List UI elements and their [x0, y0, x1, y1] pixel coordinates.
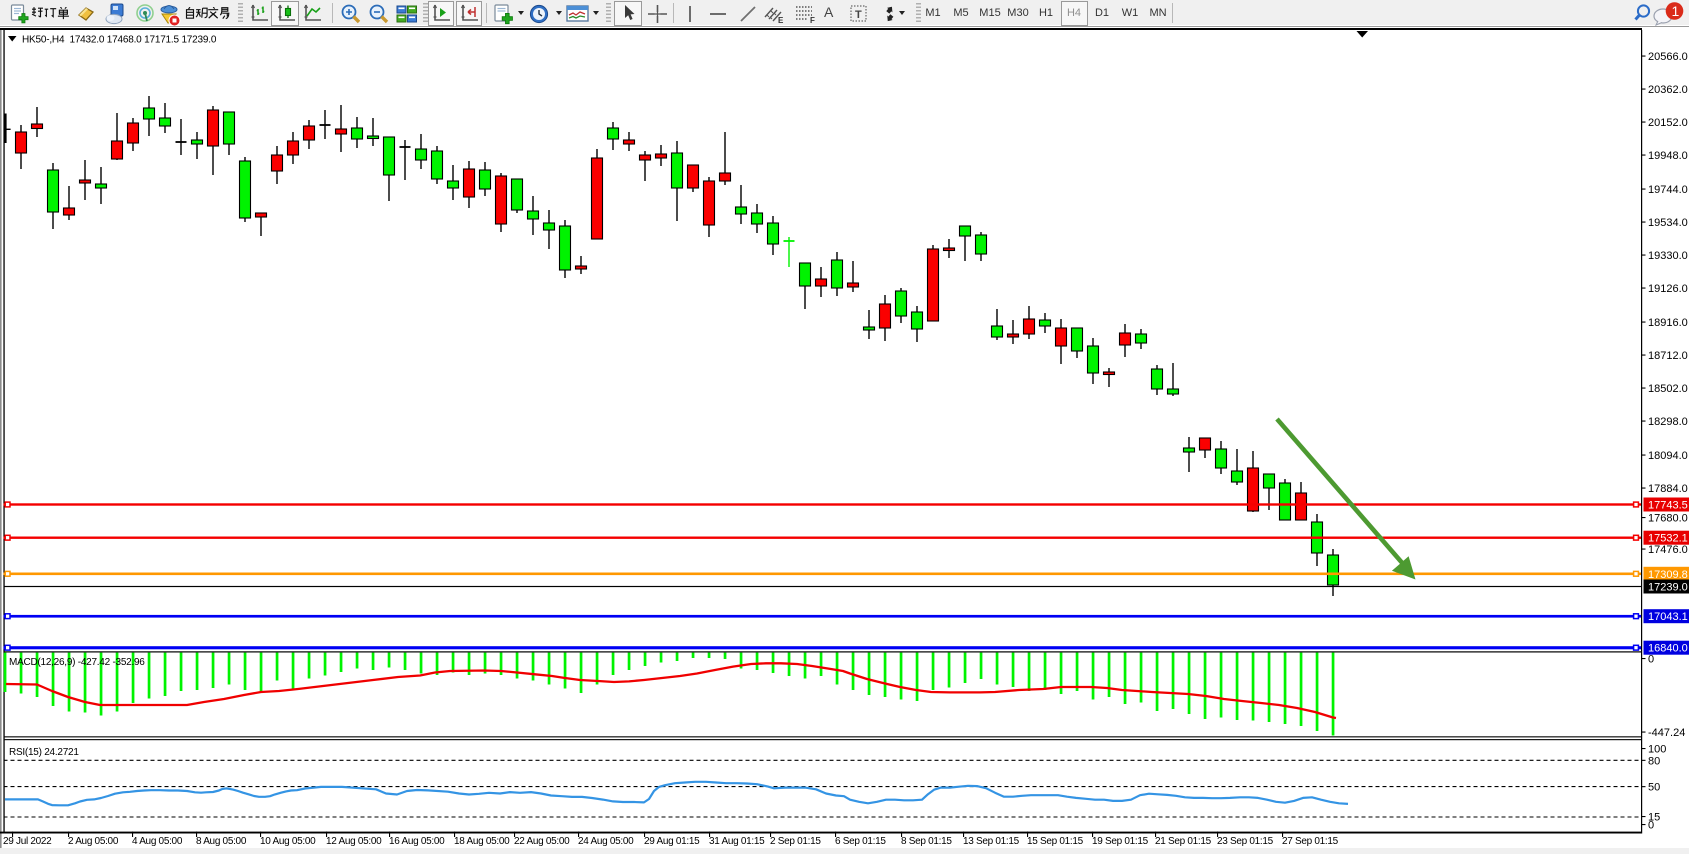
svg-text:17532.1: 17532.1 [1648, 533, 1688, 545]
svg-text:80: 80 [1648, 755, 1660, 767]
svg-text:29 Aug 01:15: 29 Aug 01:15 [644, 836, 700, 847]
svg-text:50: 50 [1648, 782, 1660, 794]
svg-text:31 Aug 01:15: 31 Aug 01:15 [709, 836, 765, 847]
svg-text:27 Sep 01:15: 27 Sep 01:15 [1282, 836, 1339, 847]
svg-text:HK50-,H4 17432.0 17468.0 1717: HK50-,H4 17432.0 17468.0 17171.5 17239.0 [22, 35, 217, 46]
svg-text:16840.0: 16840.0 [1648, 643, 1688, 655]
svg-text:8 Aug 05:00: 8 Aug 05:00 [196, 836, 247, 847]
svg-text:18 Aug 05:00: 18 Aug 05:00 [454, 836, 510, 847]
svg-text:23 Sep 01:15: 23 Sep 01:15 [1217, 836, 1274, 847]
svg-text:18916.0: 18916.0 [1648, 317, 1688, 329]
svg-text:18502.0: 18502.0 [1648, 383, 1688, 395]
svg-text:15 Sep 01:15: 15 Sep 01:15 [1027, 836, 1084, 847]
svg-text:20566.0: 20566.0 [1648, 51, 1688, 63]
svg-text:T: T [855, 9, 862, 21]
svg-text:24 Aug 05:00: 24 Aug 05:00 [578, 836, 634, 847]
svg-text:19948.0: 19948.0 [1648, 150, 1688, 162]
svg-text:19126.0: 19126.0 [1648, 283, 1688, 295]
svg-text:12 Aug 05:00: 12 Aug 05:00 [326, 836, 382, 847]
svg-text:100: 100 [1648, 744, 1666, 756]
svg-text:18298.0: 18298.0 [1648, 416, 1688, 428]
svg-text:17884.0: 17884.0 [1648, 483, 1688, 495]
svg-text:13 Sep 01:15: 13 Sep 01:15 [963, 836, 1020, 847]
svg-text:RSI(15) 24.2721: RSI(15) 24.2721 [9, 747, 79, 758]
svg-text:20362.0: 20362.0 [1648, 84, 1688, 96]
svg-text:15: 15 [1648, 812, 1660, 824]
svg-text:E: E [778, 16, 784, 24]
svg-text:18712.0: 18712.0 [1648, 350, 1688, 362]
svg-text:2 Sep 01:15: 2 Sep 01:15 [770, 836, 821, 847]
svg-text:4 Aug 05:00: 4 Aug 05:00 [132, 836, 183, 847]
svg-text:17476.0: 17476.0 [1648, 544, 1688, 556]
svg-text:6 Sep 01:15: 6 Sep 01:15 [835, 836, 886, 847]
svg-text:20152.0: 20152.0 [1648, 117, 1688, 129]
svg-text:2 Aug 05:00: 2 Aug 05:00 [68, 836, 119, 847]
svg-text:19534.0: 19534.0 [1648, 217, 1688, 229]
svg-text:8 Sep 01:15: 8 Sep 01:15 [901, 836, 952, 847]
svg-text:17043.1: 17043.1 [1648, 611, 1688, 623]
svg-text:19744.0: 19744.0 [1648, 184, 1688, 196]
svg-text:10 Aug 05:00: 10 Aug 05:00 [260, 836, 316, 847]
svg-text:19 Sep 01:15: 19 Sep 01:15 [1092, 836, 1149, 847]
svg-text:-447.24: -447.24 [1648, 727, 1685, 739]
svg-text:0: 0 [1648, 820, 1654, 832]
svg-text:19330.0: 19330.0 [1648, 250, 1688, 262]
svg-text:22 Aug 05:00: 22 Aug 05:00 [514, 836, 570, 847]
svg-text:17309.8: 17309.8 [1648, 569, 1688, 581]
svg-text:1: 1 [1672, 3, 1680, 19]
svg-text:16 Aug 05:00: 16 Aug 05:00 [389, 836, 445, 847]
svg-text:21 Sep 01:15: 21 Sep 01:15 [1155, 836, 1212, 847]
svg-text:17743.5: 17743.5 [1648, 500, 1688, 512]
svg-text:F: F [810, 16, 815, 24]
svg-text:29 Jul 2022: 29 Jul 2022 [3, 836, 52, 847]
svg-text:0: 0 [1648, 654, 1654, 666]
svg-text:17239.0: 17239.0 [1648, 582, 1688, 594]
svg-text:MACD(12,26,9) -427.42 -352.96: MACD(12,26,9) -427.42 -352.96 [9, 657, 145, 668]
svg-text:18094.0: 18094.0 [1648, 450, 1688, 462]
svg-text:17680.0: 17680.0 [1648, 513, 1688, 525]
